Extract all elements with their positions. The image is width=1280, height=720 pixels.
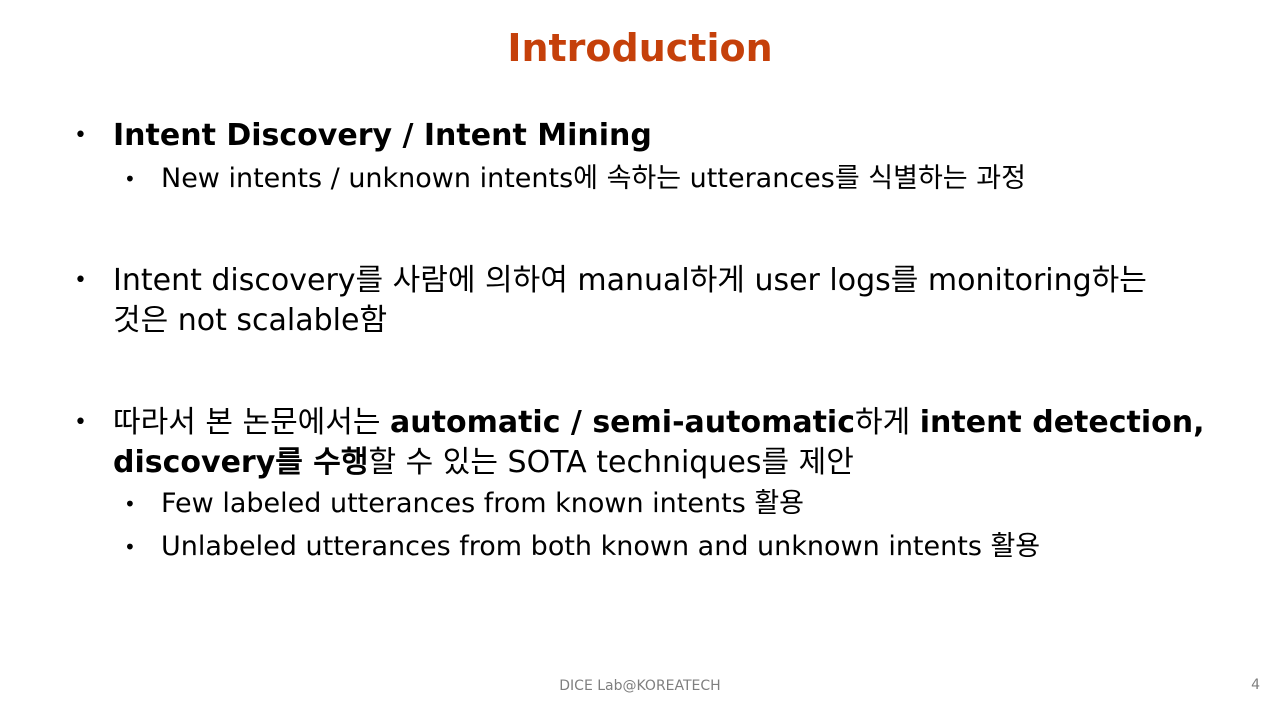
bullet-text-part3: 할 수 있는 SOTA techniques를 제안	[368, 445, 854, 480]
bullet-dot: •	[74, 123, 87, 148]
bullet-bold-part3: discovery를 수행	[113, 445, 369, 480]
slide-title: Introduction	[507, 26, 773, 70]
sub-bullet-text: New intents / unknown intents에 속하는 utter…	[161, 163, 1026, 194]
bullet-intent-discovery: • Intent Discovery / Intent Mining	[74, 116, 1214, 156]
bullet-dot: •	[74, 410, 87, 435]
bullet-text-line2: 것은 not scalable함	[113, 303, 388, 338]
bullet-manual-monitoring: • Intent discovery를 사람에 의하여 manual하게 use…	[74, 261, 1214, 341]
bullet-text-part1: 따라서 본 논문에서는	[113, 405, 391, 440]
sub-bullet-new-intents: • New intents / unknown intents에 속하는 utt…	[124, 161, 1224, 197]
bullet-proposed-techniques: • 따라서 본 논문에서는 automatic / semi-automatic…	[74, 403, 1214, 483]
bullet-text-part2: 하게	[855, 405, 920, 440]
sub-bullet-text: Unlabeled utterances from both known and…	[161, 531, 1041, 562]
footer-lab-name: DICE Lab@KOREATECH	[559, 678, 721, 694]
bullet-dot: •	[74, 268, 87, 293]
bullet-dot: •	[124, 167, 136, 191]
sub-bullet-unlabeled: • Unlabeled utterances from both known a…	[124, 529, 1224, 565]
bullet-bold-text: Intent Discovery / Intent Mining	[113, 118, 652, 153]
bullet-bold-part1: automatic / semi-automatic	[390, 405, 855, 440]
bullet-dot: •	[124, 492, 136, 516]
sub-bullet-few-labeled: • Few labeled utterances from known inte…	[124, 486, 1224, 522]
bullet-text-line1: Intent discovery를 사람에 의하여 manual하게 user …	[113, 263, 1147, 298]
bullet-dot: •	[124, 535, 136, 559]
bullet-bold-part2: intent detection,	[919, 405, 1205, 440]
page-number: 4	[1251, 677, 1260, 693]
sub-bullet-text: Few labeled utterances from known intent…	[161, 488, 805, 519]
